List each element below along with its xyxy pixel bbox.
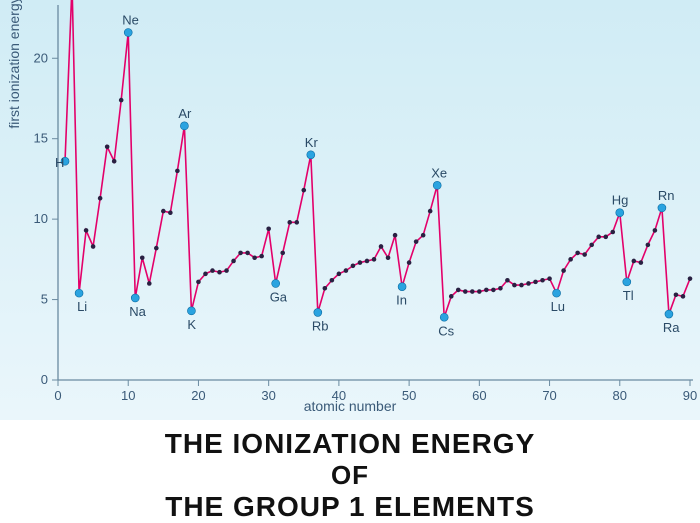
svg-text:In: In	[396, 293, 407, 308]
svg-text:Na: Na	[129, 304, 146, 319]
svg-text:20: 20	[34, 50, 48, 65]
title-line-3: THE GROUP 1 ELEMENTS	[165, 491, 535, 523]
svg-text:20: 20	[191, 388, 205, 403]
title-line-2: OF	[331, 460, 369, 491]
y-axis-label: first ionization energy (eV)	[6, 0, 22, 129]
svg-text:Li: Li	[77, 299, 87, 314]
svg-text:10: 10	[121, 388, 135, 403]
svg-text:Hg: Hg	[612, 193, 629, 208]
svg-text:H: H	[55, 155, 64, 170]
svg-text:50: 50	[402, 388, 416, 403]
svg-text:5: 5	[41, 292, 48, 307]
svg-text:K: K	[187, 317, 196, 332]
svg-text:0: 0	[54, 388, 61, 403]
svg-text:0: 0	[41, 372, 48, 387]
svg-text:Rb: Rb	[312, 318, 329, 333]
svg-text:Kr: Kr	[305, 135, 319, 150]
svg-text:Tl: Tl	[623, 288, 634, 303]
svg-text:Ga: Ga	[270, 289, 288, 304]
svg-text:10: 10	[34, 211, 48, 226]
svg-text:70: 70	[542, 388, 556, 403]
ionization-chart: 010203040506070809005101520HLiNeNaArKGaK…	[0, 0, 700, 420]
svg-text:80: 80	[613, 388, 627, 403]
svg-text:Ar: Ar	[178, 106, 192, 121]
svg-text:Ne: Ne	[122, 13, 139, 28]
x-axis-label: atomic number	[304, 398, 397, 414]
svg-text:30: 30	[261, 388, 275, 403]
svg-text:Cs: Cs	[438, 323, 454, 338]
svg-text:Rn: Rn	[658, 188, 675, 203]
svg-text:60: 60	[472, 388, 486, 403]
svg-text:Lu: Lu	[551, 299, 565, 314]
title-line-1: THE IONIZATION ENERGY	[165, 428, 536, 460]
svg-text:Xe: Xe	[431, 165, 447, 180]
svg-text:Ra: Ra	[663, 320, 680, 335]
svg-text:15: 15	[34, 131, 48, 146]
chart-svg: 010203040506070809005101520HLiNeNaArKGaK…	[0, 0, 700, 420]
title-block: THE IONIZATION ENERGY OF THE GROUP 1 ELE…	[0, 420, 700, 509]
svg-text:90: 90	[683, 388, 697, 403]
